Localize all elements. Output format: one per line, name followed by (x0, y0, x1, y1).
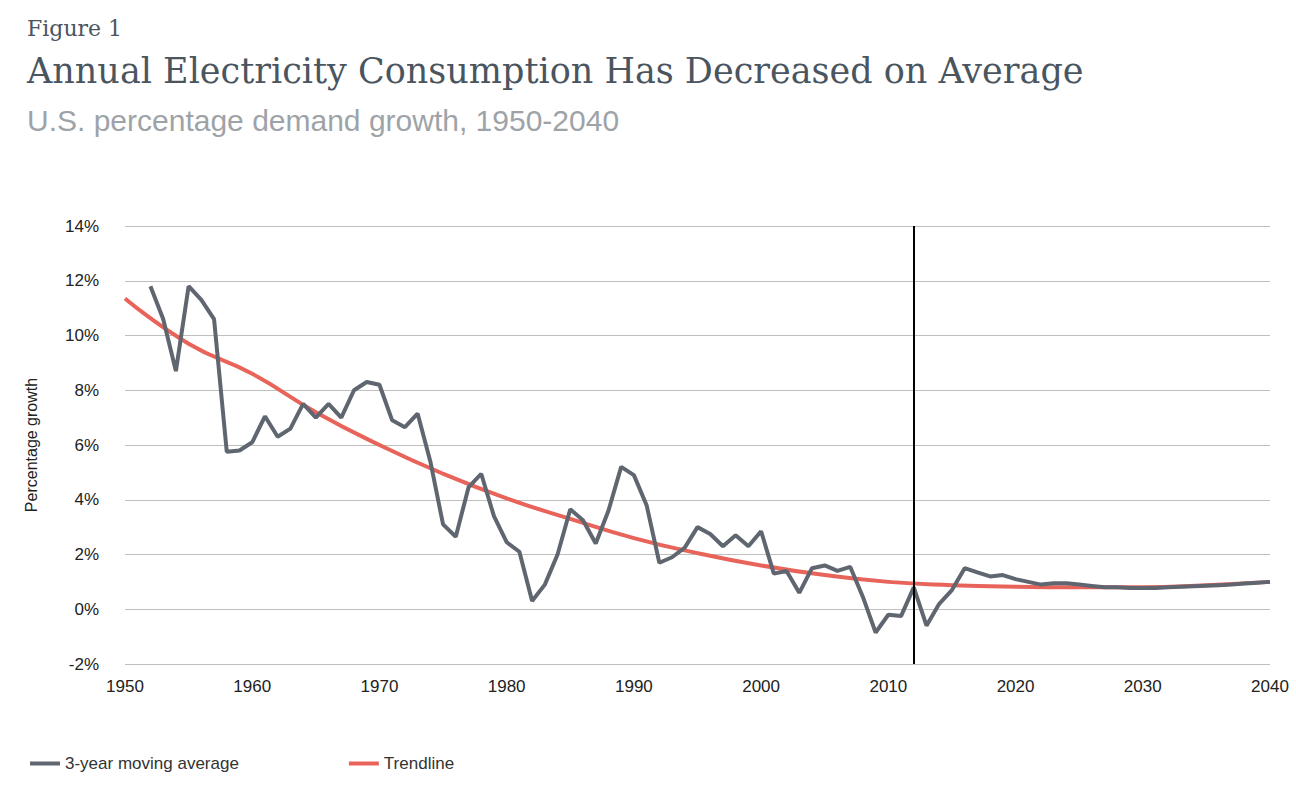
svg-text:2010: 2010 (869, 677, 907, 696)
svg-text:1980: 1980 (488, 677, 526, 696)
svg-text:1990: 1990 (615, 677, 653, 696)
svg-text:12%: 12% (65, 271, 99, 290)
svg-text:2%: 2% (74, 545, 99, 564)
svg-text:4%: 4% (74, 490, 99, 509)
svg-text:14%: 14% (65, 217, 99, 236)
svg-text:10%: 10% (65, 326, 99, 345)
svg-text:2000: 2000 (742, 677, 780, 696)
svg-text:1960: 1960 (233, 677, 271, 696)
svg-text:3-year moving average: 3-year moving average (65, 754, 239, 773)
svg-text:Figure 1: Figure 1 (27, 16, 122, 41)
svg-text:0%: 0% (74, 600, 99, 619)
svg-text:2030: 2030 (1124, 677, 1162, 696)
svg-text:-2%: -2% (69, 655, 99, 674)
svg-text:Annual Electricity Consumption: Annual Electricity Consumption Has Decre… (26, 51, 1084, 91)
svg-text:Percentage growth: Percentage growth (23, 378, 40, 512)
svg-text:1950: 1950 (106, 677, 144, 696)
svg-text:6%: 6% (74, 436, 99, 455)
svg-text:1970: 1970 (361, 677, 399, 696)
svg-text:2040: 2040 (1251, 677, 1289, 696)
svg-text:8%: 8% (74, 381, 99, 400)
svg-text:U.S. percentage demand growth,: U.S. percentage demand growth, 1950-2040 (27, 104, 619, 137)
svg-text:2020: 2020 (997, 677, 1035, 696)
svg-text:Trendline: Trendline (384, 754, 454, 773)
